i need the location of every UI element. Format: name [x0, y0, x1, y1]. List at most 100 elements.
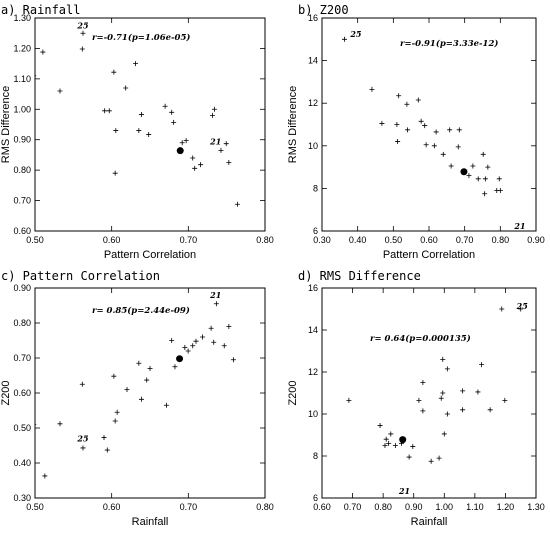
data-point-pattern-correlation — [147, 366, 153, 371]
data-point-pattern-correlation — [138, 396, 144, 402]
data-point-rms-difference — [444, 411, 450, 417]
x-tick-label-rms-difference: 1.20 — [497, 502, 515, 512]
data-point-z200 — [395, 139, 401, 145]
data-point-pattern-correlation — [213, 301, 219, 307]
data-point-z200 — [456, 127, 462, 133]
data-point-pattern-correlation — [111, 373, 117, 379]
y-tick-label-rms-difference: 8 — [313, 451, 318, 461]
data-point-rainfall — [57, 88, 63, 94]
data-point-rms-difference — [502, 397, 508, 403]
y-tick-label-z200: 14 — [308, 56, 318, 66]
x-axis-label-rms-difference: Rainfall — [411, 516, 448, 528]
y-tick-label-rainfall: 0.80 — [13, 165, 31, 175]
y-tick-label-rainfall: 1.10 — [13, 74, 31, 84]
data-point-z200 — [497, 188, 503, 194]
panel-pattern-correlation: c) Pattern Correlation 0.50 0.60 0.70 0.80 0.… — [0, 269, 274, 528]
data-point-z200 — [480, 151, 486, 157]
data-point-rainfall — [226, 160, 232, 166]
panel-rms-difference: d) RMS Difference 0.60 0.70 0.80 0.90 1.00 1.1… — [287, 269, 545, 528]
data-point-pattern-correlation — [144, 377, 150, 383]
data-point-rms-difference — [518, 306, 524, 312]
x-tick-label-rms-difference: 0.60 — [313, 502, 331, 512]
data-point-rms-difference — [386, 440, 392, 446]
data-point-rainfall — [133, 61, 139, 67]
x-tick-label-pattern-correlation: 0.80 — [256, 502, 274, 512]
mean-point-rainfall — [176, 147, 184, 155]
data-point-rainfall — [136, 128, 142, 134]
data-point-rainfall — [138, 111, 144, 117]
data-point-z200 — [396, 93, 402, 99]
data-point-rms-difference — [460, 407, 466, 413]
data-point-rms-difference — [460, 388, 466, 394]
data-point-z200 — [482, 191, 488, 197]
y-tick-label-z200: 16 — [308, 13, 318, 23]
data-point-pattern-correlation — [190, 343, 196, 349]
data-point-z200 — [433, 129, 439, 135]
point-label-rainfall: 25 — [76, 21, 89, 31]
data-point-rainfall — [80, 30, 86, 36]
data-point-rainfall — [146, 132, 152, 138]
data-point-rainfall — [183, 138, 189, 144]
data-point-rainfall — [106, 108, 112, 114]
points-group-rms-difference — [346, 306, 524, 464]
data-point-pattern-correlation — [114, 409, 120, 415]
data-point-rainfall — [162, 103, 168, 109]
data-point-rms-difference — [479, 362, 485, 368]
data-point-z200 — [405, 127, 411, 133]
data-point-rainfall — [102, 108, 108, 114]
data-point-z200 — [431, 143, 437, 149]
data-point-rainfall — [40, 49, 46, 55]
y-axis-label-z200: RMS Difference — [287, 86, 299, 163]
correlation-annotation-rainfall: r=-0.71(p=1.06e-05) — [92, 32, 190, 43]
y-tick-label-z200: 8 — [313, 183, 318, 193]
y-tick-label-pattern-correlation: 0.50 — [13, 423, 31, 433]
data-point-pattern-correlation — [226, 324, 232, 329]
y-tick-label-pattern-correlation: 0.30 — [13, 493, 31, 503]
data-point-rms-difference — [382, 443, 388, 448]
correlation-annotation-pattern-correlation: r= 0.85(p=2.44e-09) — [92, 305, 190, 316]
y-tick-label-rms-difference: 12 — [308, 367, 318, 377]
point-label-rms-difference: 21 — [398, 486, 410, 496]
y-tick-label-rms-difference: 6 — [313, 493, 318, 503]
plot-frame-rainfall — [34, 17, 266, 232]
data-point-rainfall — [190, 155, 196, 161]
data-point-rainfall — [113, 128, 119, 134]
data-point-pattern-correlation — [172, 364, 178, 370]
data-point-z200 — [423, 142, 429, 148]
data-point-pattern-correlation — [101, 434, 107, 440]
data-point-pattern-correlation — [136, 360, 142, 366]
data-point-rainfall — [198, 162, 204, 168]
point-label-z200: 25 — [349, 29, 362, 39]
y-axis-label-rainfall: RMS Difference — [0, 86, 12, 163]
data-point-rainfall — [209, 112, 215, 118]
data-point-rms-difference — [420, 380, 426, 385]
data-point-z200 — [418, 118, 424, 124]
data-point-z200 — [455, 144, 461, 150]
data-point-z200 — [394, 122, 400, 127]
data-point-z200 — [496, 176, 502, 182]
panel-title-rainfall: a) Rainfall — [1, 3, 80, 17]
data-point-pattern-correlation — [193, 338, 199, 344]
data-point-rms-difference — [428, 458, 434, 464]
data-point-pattern-correlation — [79, 381, 85, 387]
y-tick-label-rainfall: 1.20 — [13, 43, 31, 53]
data-point-rms-difference — [406, 454, 412, 460]
data-point-pattern-correlation — [163, 402, 169, 408]
data-point-pattern-correlation — [211, 339, 217, 345]
x-tick-label-z200: 0.40 — [349, 235, 367, 245]
data-point-z200 — [485, 164, 491, 170]
points-group-pattern-correlation — [35, 301, 236, 479]
points-group-rainfall — [35, 30, 240, 207]
data-point-rainfall — [192, 165, 198, 171]
x-tick-label-pattern-correlation: 0.60 — [103, 502, 121, 512]
data-point-z200 — [448, 163, 454, 169]
y-tick-label-rainfall: 1.30 — [13, 13, 31, 23]
data-point-rms-difference — [440, 356, 446, 362]
plot-frame-rms-difference — [321, 287, 537, 499]
data-point-rms-difference — [377, 423, 383, 429]
panel-title-pattern-correlation: c) Pattern Correlation — [1, 269, 160, 283]
point-label-pattern-correlation: 21 — [209, 290, 221, 300]
data-point-rainfall — [211, 106, 217, 112]
